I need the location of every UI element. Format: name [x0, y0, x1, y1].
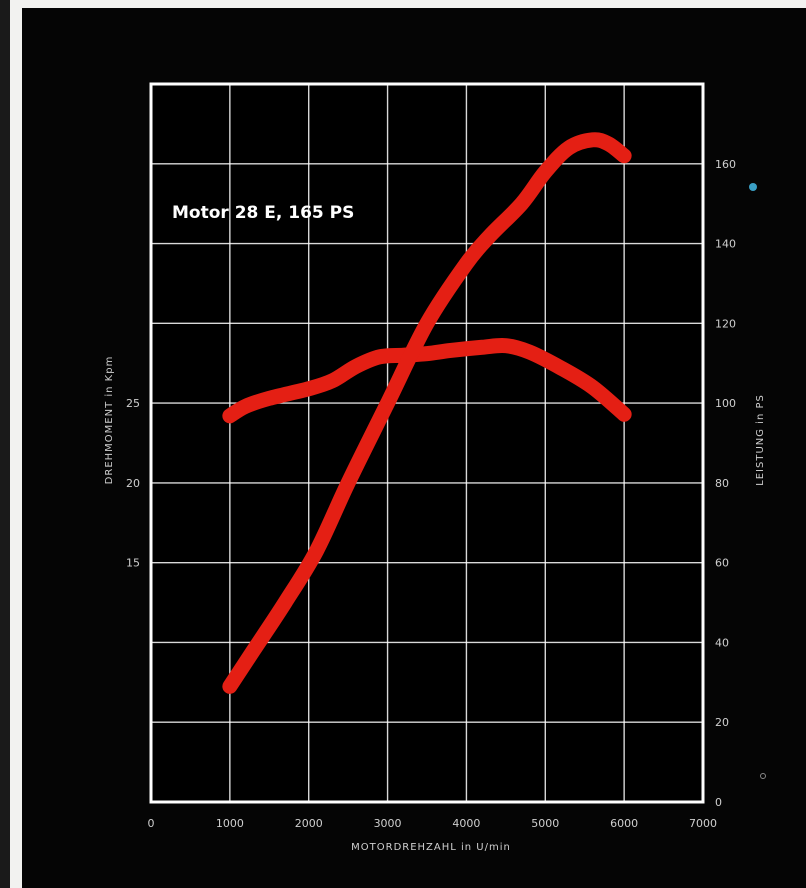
decorative-dot — [749, 183, 757, 191]
right-tick-label: 120 — [715, 317, 736, 330]
left-tick-label: 20 — [126, 477, 140, 490]
x-tick-label: 1000 — [216, 817, 244, 830]
right-tick-label: 0 — [715, 796, 722, 809]
left-tick-label: 15 — [126, 557, 140, 570]
decorative-dot-small — [760, 773, 766, 779]
x-tick-label: 6000 — [610, 817, 638, 830]
x-tick-label: 5000 — [531, 817, 559, 830]
right-tick-label: 40 — [715, 636, 729, 649]
right-tick-label: 140 — [715, 238, 736, 251]
left-tick-label: 25 — [126, 397, 140, 410]
right-tick-label: 160 — [715, 158, 736, 171]
page-edge — [0, 0, 10, 888]
right-axis-title: LEISTUNG in PS — [755, 394, 766, 486]
right-tick-label: 20 — [715, 716, 729, 729]
x-tick-label: 2000 — [295, 817, 323, 830]
power-curve — [222, 132, 632, 694]
chart-title: Motor 28 E, 165 PS — [172, 203, 354, 223]
x-tick-label: 0 — [148, 817, 155, 830]
right-tick-label: 100 — [715, 397, 736, 410]
right-tick-label: 60 — [715, 557, 729, 570]
x-tick-label: 3000 — [374, 817, 402, 830]
right-tick-label: 80 — [715, 477, 729, 490]
curves — [222, 132, 632, 694]
x-axis-title: MOTORDREHZAHL in U/min — [351, 842, 511, 853]
left-axis-title: DREHMOMENT in Kpm — [104, 356, 115, 485]
x-tick-label: 7000 — [689, 817, 717, 830]
tick-labels: 0 1000 2000 3000 4000 5000 6000 7000 0 20 40 60 80 10… — [126, 158, 736, 830]
plot-frame — [149, 82, 705, 804]
x-tick-label: 4000 — [452, 817, 480, 830]
